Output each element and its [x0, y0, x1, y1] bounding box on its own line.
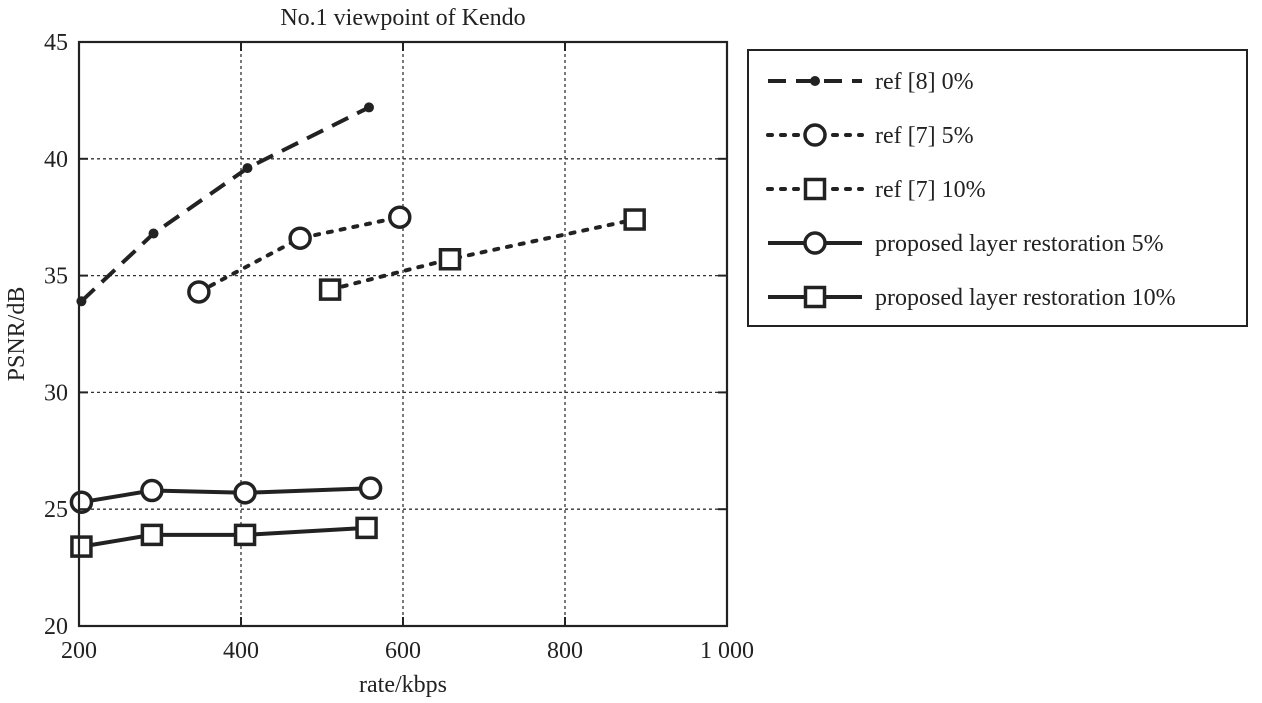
series-4: [69, 476, 383, 514]
legend-label: ref [7] 5%: [875, 123, 974, 149]
legend: ref [8] 0% ref [7] 5% ref [7] 10% proposed …: [747, 49, 1248, 327]
series-line: [196, 215, 402, 294]
x-tick-label: 800: [547, 638, 583, 664]
data-point: [70, 535, 93, 558]
y-tick-label: 25: [44, 497, 68, 523]
y-axis-label: PSNR/dB: [4, 287, 30, 382]
legend-entry-3: ref [7] 10%: [766, 177, 986, 203]
data-point: [363, 102, 374, 113]
series-line: [81, 486, 371, 505]
axis-ticks: 200 400 600 800 1 000 20 25 30 35 40 45: [44, 30, 754, 664]
grid-lines: [79, 42, 727, 626]
data-point: [438, 247, 462, 271]
series-line: [80, 105, 370, 303]
plot-frame: [77, 40, 729, 628]
series-2: [187, 205, 412, 304]
legend-entry-5: proposed layer restoration 10%: [768, 285, 1176, 311]
legend-swatch-marker: [810, 76, 820, 86]
data-point: [355, 516, 378, 540]
data-point: [187, 280, 211, 304]
legend-label: proposed layer restoration 10%: [875, 285, 1176, 311]
y-tick-label: 20: [44, 614, 68, 640]
series-1: [76, 102, 374, 307]
series-line: [81, 525, 367, 549]
legend-swatch-marker: [803, 285, 827, 309]
data-point: [623, 208, 646, 231]
data-point: [140, 478, 164, 503]
data-point: [233, 523, 257, 547]
series-3: [318, 208, 646, 301]
x-tick-label: 400: [223, 638, 259, 664]
x-tick-label: 600: [385, 638, 421, 664]
data-point: [140, 523, 164, 547]
legend-swatch-marker: [803, 231, 827, 255]
legend-entry-1: ref [8] 0%: [768, 69, 974, 95]
data-point: [69, 490, 94, 514]
y-tick-label: 30: [44, 380, 68, 406]
y-tick-label: 35: [44, 264, 68, 290]
x-tick-label: 200: [61, 638, 97, 664]
chart-title: No.1 viewpoint of Kendo: [280, 5, 525, 31]
series-5: [70, 516, 378, 558]
x-tick-label: 1 000: [700, 638, 754, 664]
series-layer: [69, 102, 646, 558]
legend-entry-2: ref [7] 5%: [766, 123, 974, 149]
legend-label: ref [8] 0%: [875, 69, 974, 95]
x-axis-label: rate/kbps: [359, 672, 447, 698]
y-tick-label: 45: [44, 30, 68, 56]
y-tick-label: 40: [44, 147, 68, 173]
series-line: [328, 217, 637, 292]
legend-box: [747, 49, 1248, 327]
legend-swatch-marker: [803, 177, 827, 201]
data-point: [288, 226, 312, 250]
data-point: [388, 205, 412, 229]
data-point: [233, 481, 257, 505]
legend-entry-4: proposed layer restoration 5%: [768, 231, 1164, 257]
data-point: [148, 228, 159, 239]
data-point: [318, 278, 342, 301]
legend-label: ref [7] 10%: [875, 177, 986, 203]
legend-label: proposed layer restoration 5%: [875, 231, 1164, 257]
data-point: [358, 476, 383, 500]
legend-swatch-marker: [803, 123, 827, 147]
data-point: [242, 163, 253, 174]
